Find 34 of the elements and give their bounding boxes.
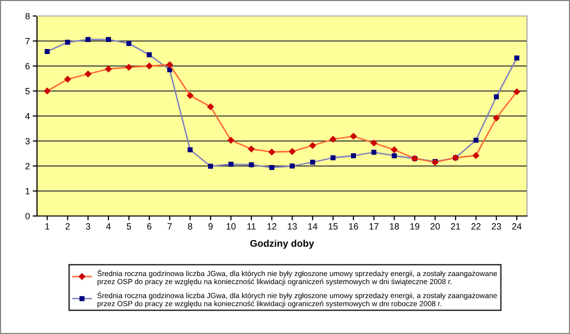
x-tick-label: 5 <box>126 223 132 230</box>
x-tick-label: 8 <box>188 223 192 230</box>
x-tick-label: 23 <box>492 223 501 230</box>
x-tick-label: 20 <box>430 223 440 230</box>
y-tick-label: 3 <box>25 138 30 144</box>
y-tick-label: 7 <box>26 38 30 44</box>
x-tick-label: 10 <box>226 223 236 230</box>
y-tick-label: 0 <box>25 212 30 220</box>
x-tick-label: 11 <box>247 223 256 230</box>
y-tick-label: 4 <box>25 113 30 120</box>
x-tick-label: 13 <box>288 223 297 230</box>
x-tick-label: 6 <box>147 223 152 230</box>
x-tick-label: 24 <box>512 223 522 230</box>
x-tick-label: 14 <box>308 223 318 230</box>
x-tick-label: 2 <box>66 223 70 230</box>
y-tick-label: 2 <box>25 162 30 170</box>
x-tick-label: 4 <box>106 223 111 230</box>
x-tick-label: 16 <box>349 223 358 230</box>
x-tick-label: 18 <box>390 223 399 230</box>
x-tick-label: 21 <box>450 223 460 230</box>
x-tick-label: 19 <box>410 223 420 230</box>
x-tick-label: 9 <box>208 223 213 230</box>
x-tick-label: 15 <box>328 223 338 230</box>
x-axis-title: Godziny doby <box>250 240 314 249</box>
x-tick-label: 7 <box>168 223 172 230</box>
x-tick-label: 17 <box>370 223 378 230</box>
y-tick-label: 8 <box>25 12 30 20</box>
x-tick-label: 22 <box>471 223 481 230</box>
x-tick-label: 3 <box>86 223 90 230</box>
x-tick-label: 12 <box>267 223 276 230</box>
y-tick-label: 6 <box>25 62 30 70</box>
y-tick-label: 5 <box>25 88 30 94</box>
x-tick-label: 1 <box>45 223 50 230</box>
y-tick-label: 1 <box>26 188 30 194</box>
